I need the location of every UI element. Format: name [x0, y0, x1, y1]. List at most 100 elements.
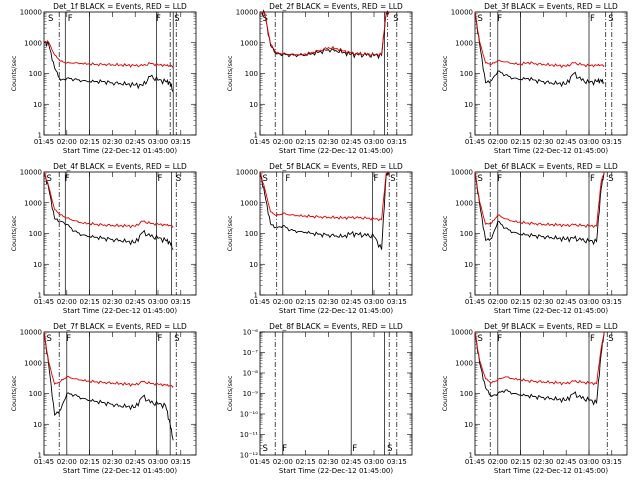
- saa-marker: S: [47, 334, 52, 344]
- x-tick-label: 01:45: [250, 458, 270, 466]
- x-tick-label: 02:00: [57, 138, 77, 146]
- x-tick-label: 02:15: [511, 458, 531, 466]
- x-tick-label: 02:45: [556, 298, 576, 306]
- x-tick-label: 02:15: [296, 298, 316, 306]
- flare-marker: F: [373, 174, 378, 184]
- flare-marker: F: [497, 174, 502, 184]
- x-axis-label: Start Time (22-Dec-12 01:45:00): [494, 147, 608, 155]
- x-tick-label: 02:30: [102, 138, 122, 146]
- events-series-line: [474, 11, 605, 88]
- y-axis-label: Counts/sec: [10, 375, 18, 411]
- y-tick-label: 10000: [20, 169, 42, 177]
- x-tick-label: 02:45: [125, 298, 145, 306]
- x-tick-label: 01:45: [34, 298, 54, 306]
- x-axis-label: Start Time (22-Dec-12 01:45:00): [63, 147, 177, 155]
- y-tick-label: 10: [33, 101, 42, 109]
- lld-series-line: [474, 331, 605, 386]
- panel-title: Det_6f BLACK = Events, RED = LLD: [484, 162, 618, 171]
- saa-marker: S: [608, 174, 613, 184]
- x-tick-label: 01:45: [34, 138, 54, 146]
- x-tick-label: 02:15: [296, 138, 316, 146]
- panel-title: Det_4f BLACK = Events, RED = LLD: [53, 162, 187, 171]
- x-tick-label: 02:00: [273, 458, 293, 466]
- x-tick-label: 03:15: [602, 298, 622, 306]
- events-series-line: [259, 171, 390, 250]
- x-tick-label: 02:30: [533, 458, 553, 466]
- x-tick-label: 02:00: [273, 298, 293, 306]
- x-tick-label: 02:00: [488, 458, 508, 466]
- x-tick-label: 01:45: [250, 298, 270, 306]
- y-axis-label: Counts/sec: [10, 55, 18, 91]
- flare-marker: F: [590, 174, 595, 184]
- panel-7: Det_7f BLACK = Events, RED = LLD 1 10 100 10…: [10, 322, 197, 475]
- y-axis-label: Counts/sec: [441, 375, 449, 411]
- panel-6: Det_6f BLACK = Events, RED = LLD 1 10 100 10…: [441, 162, 628, 315]
- events-series-line: [259, 9, 390, 60]
- flare-marker: F: [68, 14, 73, 24]
- saa-marker: S: [263, 174, 268, 184]
- x-tick-label: 02:45: [125, 138, 145, 146]
- x-axis-label: Start Time (22-Dec-12 01:45:00): [279, 307, 393, 315]
- flare-marker: F: [282, 444, 287, 454]
- flare-marker: F: [497, 14, 502, 24]
- saa-marker: S: [174, 14, 179, 24]
- panel-5: Det_5f BLACK = Events, RED = LLD 1 10 100 10…: [226, 162, 413, 315]
- x-tick-label: 02:45: [556, 138, 576, 146]
- y-tick-label: 100: [460, 390, 473, 398]
- y-tick-label: 10: [33, 261, 42, 269]
- x-tick-label: 03:00: [148, 458, 168, 466]
- y-tick-label: 100: [460, 70, 473, 78]
- panel-8: Det_8f BLACK = Events, RED = LLD 10⁻¹² 10⁻…: [226, 322, 413, 475]
- y-axis-label: Counts/sec: [226, 215, 234, 251]
- x-tick-label: 02:30: [102, 298, 122, 306]
- y-tick-label: 10: [249, 261, 258, 269]
- saa-marker: S: [608, 334, 613, 344]
- x-tick-label: 02:00: [273, 138, 293, 146]
- flare-marker: F: [156, 14, 161, 24]
- y-tick-label: 100: [245, 70, 258, 78]
- panel-title: Det_5f BLACK = Events, RED = LLD: [269, 162, 403, 171]
- lld-series-line: [43, 40, 174, 69]
- y-axis-label: Counts/sec: [226, 55, 234, 91]
- flare-marker: F: [157, 334, 162, 344]
- x-tick-label: 02:30: [533, 138, 553, 146]
- events-series-line: [43, 331, 174, 441]
- flare-marker: F: [590, 14, 595, 24]
- y-tick-label: 10⁻¹¹: [240, 431, 258, 439]
- y-tick-label: 10000: [20, 329, 42, 337]
- x-tick-label: 02:00: [57, 458, 77, 466]
- lld-series-line: [43, 171, 174, 229]
- saa-marker: S: [478, 174, 483, 184]
- x-tick-label: 03:00: [364, 138, 384, 146]
- x-tick-label: 03:15: [387, 138, 407, 146]
- lld-series-line: [259, 11, 390, 57]
- y-tick-label: 10⁻¹⁰: [240, 411, 258, 419]
- y-tick-label: 100: [245, 230, 258, 238]
- panel-title: Det_3f BLACK = Events, RED = LLD: [484, 2, 618, 11]
- y-tick-label: 1000: [455, 199, 473, 207]
- y-tick-label: 10⁻⁶: [243, 329, 259, 337]
- x-axis-label: Start Time (22-Dec-12 01:45:00): [63, 467, 177, 475]
- y-tick-label: 1000: [455, 39, 473, 47]
- plot-frame: [43, 171, 197, 296]
- x-tick-label: 02:45: [125, 458, 145, 466]
- events-series-line: [43, 171, 174, 250]
- x-tick-label: 02:30: [102, 458, 122, 466]
- x-tick-label: 02:00: [488, 138, 508, 146]
- panel-title: Det_7f BLACK = Events, RED = LLD: [53, 322, 187, 331]
- x-tick-label: 02:15: [80, 298, 100, 306]
- y-tick-label: 10: [249, 101, 258, 109]
- y-tick-label: 1: [469, 452, 473, 460]
- flare-marker: F: [590, 334, 595, 344]
- x-axis-label: Start Time (22-Dec-12 01:45:00): [279, 467, 393, 475]
- y-tick-label: 10000: [451, 329, 473, 337]
- x-tick-label: 03:00: [364, 458, 384, 466]
- y-axis-label: Counts/sec: [226, 375, 234, 411]
- y-tick-label: 1: [254, 132, 258, 140]
- y-tick-label: 1000: [240, 39, 258, 47]
- y-tick-label: 100: [29, 70, 42, 78]
- panel-3: Det_3f BLACK = Events, RED = LLD 1 10 100 10…: [441, 2, 628, 155]
- flare-marker: F: [285, 174, 290, 184]
- saa-marker: S: [48, 14, 53, 24]
